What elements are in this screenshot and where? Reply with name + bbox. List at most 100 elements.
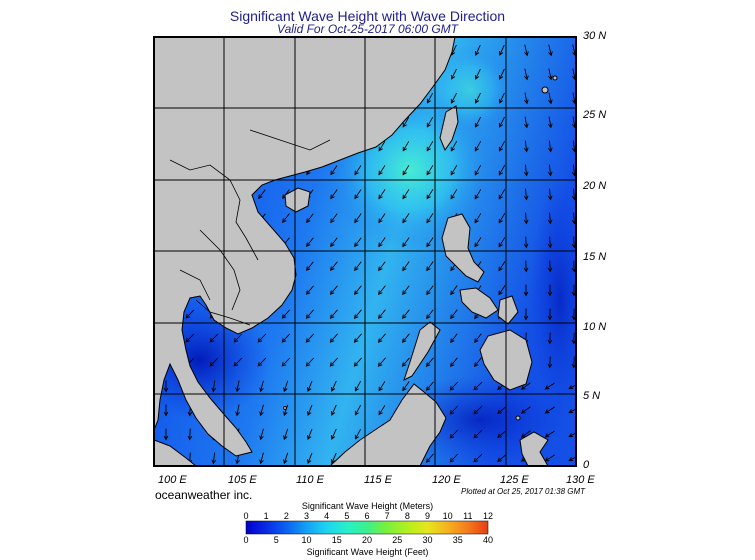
wave-arrow: [211, 452, 217, 465]
map-frame: [153, 36, 577, 467]
wave-arrow: [520, 406, 531, 414]
wave-arrow: [329, 333, 338, 343]
wave-arrow: [426, 237, 434, 248]
wave-arrow: [498, 140, 505, 152]
wave-arrow: [523, 188, 529, 201]
wave-arrow: [474, 164, 482, 176]
wave-arrow: [330, 452, 337, 464]
wave-arrow: [378, 309, 386, 320]
meters-tick: 8: [404, 511, 410, 521]
meters-tick: 12: [482, 511, 493, 521]
feet-tick: 20: [361, 535, 372, 545]
lat-label: 30 N: [583, 30, 607, 42]
meters-tick: 3: [303, 511, 309, 521]
wave-arrow: [330, 237, 338, 248]
wave-arrow: [185, 333, 195, 343]
lat-label: 15 N: [583, 251, 607, 263]
wave-arrow: [283, 380, 289, 393]
wave-arrow: [281, 333, 291, 343]
wave-arrow: [377, 357, 386, 367]
wave-arrow: [402, 141, 410, 152]
feet-tick: 15: [331, 535, 342, 545]
wave-arrow: [330, 189, 338, 200]
wave-arrow: [498, 164, 506, 176]
wave-arrow: [498, 261, 506, 272]
wave-arrow: [497, 430, 507, 439]
color-scale-bar: [245, 520, 489, 535]
wave-arrow: [330, 404, 337, 416]
wave-arrow: [235, 404, 240, 417]
landmass-luzon: [441, 213, 485, 283]
wave-arrow: [330, 428, 337, 440]
wave-arrow: [378, 381, 386, 392]
wave-arrow: [329, 309, 338, 319]
wave-arrow: [524, 92, 529, 105]
wave-arrow: [523, 212, 529, 225]
wave-arrow: [544, 382, 555, 390]
wave-arrow: [354, 285, 362, 296]
wave-arrow: [547, 188, 553, 201]
wave-arrow: [450, 165, 458, 176]
wave-arrow: [450, 140, 458, 152]
feet-tick: 35: [452, 535, 463, 545]
wave-arrow: [449, 453, 459, 463]
meters-tick: 10: [442, 511, 453, 521]
wave-arrow: [473, 429, 483, 439]
wave-arrow: [305, 285, 314, 295]
credit-text: oceanweather inc.: [155, 488, 253, 502]
wave-arrow: [450, 357, 458, 368]
wave-arrow: [498, 92, 505, 104]
feet-tick: 0: [243, 535, 249, 545]
lon-label: 115 E: [364, 474, 392, 486]
wave-arrow: [305, 309, 314, 319]
wave-arrow: [163, 380, 169, 393]
meters-tick: 9: [424, 511, 430, 521]
lon-label: 100 E: [158, 474, 187, 486]
wave-arrow: [473, 405, 483, 415]
lat-label: 5 N: [583, 390, 601, 402]
wave-arrow: [524, 140, 529, 153]
wave-arrow: [524, 44, 529, 57]
meters-tick: 6: [364, 511, 370, 521]
wave-arrow: [474, 92, 481, 104]
wave-arrow: [568, 456, 576, 462]
wave-arrow: [497, 454, 507, 463]
landmass-taiwan: [439, 105, 459, 152]
wave-arrow: [329, 285, 338, 296]
wave-arrow: [425, 453, 434, 463]
wave-arrow: [378, 189, 386, 200]
wave-arrow: [544, 406, 555, 414]
wave-arrow: [426, 189, 434, 200]
wave-arrow: [474, 333, 482, 344]
wave-arrow: [402, 333, 410, 344]
meters-tick: 1: [263, 511, 269, 521]
wave-arrow: [378, 285, 386, 296]
wave-arrow: [307, 380, 313, 392]
wave-arrow: [163, 404, 169, 417]
wave-arrow: [402, 116, 410, 128]
wave-arrow: [544, 430, 555, 438]
wave-arrow: [547, 332, 553, 345]
wave-arrow: [163, 428, 169, 441]
wave-arrow: [548, 116, 553, 129]
feet-tick: 5: [273, 535, 279, 545]
wave-arrow: [450, 92, 457, 104]
wave-arrow: [354, 213, 362, 224]
wave-arrow: [547, 284, 553, 297]
feet-tick: 10: [301, 535, 312, 545]
wave-arrow: [281, 357, 291, 367]
wave-arrow: [449, 429, 459, 439]
wave-arrow: [450, 333, 458, 344]
wave-arrow: [474, 44, 481, 56]
feet-tick: 40: [482, 535, 493, 545]
wave-arrow: [378, 141, 386, 152]
feet-tick: 30: [422, 535, 433, 545]
landmass-borneo: [329, 383, 447, 466]
wave-arrow: [402, 261, 410, 272]
wave-arrow: [259, 452, 264, 465]
wave-arrow: [307, 404, 313, 416]
wave-arrow: [283, 428, 289, 441]
wave-arrow: [330, 213, 338, 224]
wave-arrow: [498, 188, 506, 200]
wave-arrow: [259, 380, 264, 393]
